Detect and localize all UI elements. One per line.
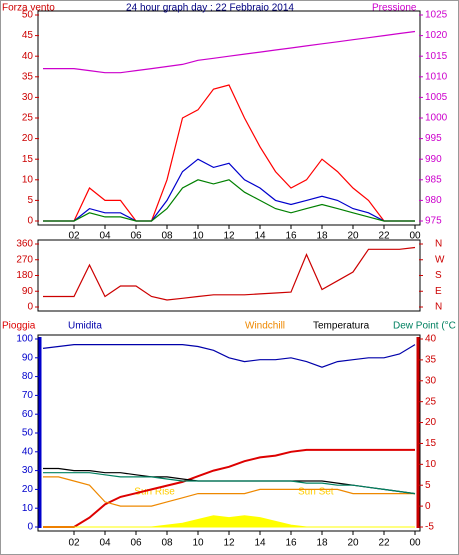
y-tick-label: 20 [22, 133, 34, 144]
series-line [43, 179, 415, 222]
y2-tick-label: 0 [425, 501, 431, 512]
y-tick-label: 15 [22, 154, 34, 165]
x-tick-label: 12 [223, 538, 235, 549]
y-tick-label: 40 [22, 446, 34, 457]
x-tick-label: 20 [347, 231, 359, 242]
x-tick-label: 16 [285, 231, 297, 242]
y2-tick-label: 35 [425, 355, 437, 366]
y2-tick-label: N [435, 239, 442, 250]
y2-tick-label: 985 [425, 174, 442, 185]
area [43, 515, 415, 528]
x-tick-label: 20 [347, 538, 359, 549]
legend-label: Dew Point (°C [393, 321, 456, 332]
y-tick-label: 30 [22, 92, 34, 103]
legend-label: Pioggia [2, 321, 36, 332]
y-tick-label: 45 [22, 30, 34, 41]
y2-tick-label: W [435, 254, 445, 265]
x-tick-label: 14 [254, 231, 266, 242]
y-tick-label: 100 [16, 334, 33, 345]
y2-tick-label: 40 [425, 334, 437, 345]
legend-label: Umidita [68, 321, 102, 332]
y-tick-label: 80 [22, 371, 34, 382]
y-tick-label: 5 [27, 195, 33, 206]
y2-tick-label: 5 [425, 480, 431, 491]
y-tick-label: 10 [22, 174, 34, 185]
x-tick-label: 12 [223, 231, 235, 242]
series-line [43, 476, 415, 507]
x-tick-label: 16 [285, 538, 297, 549]
y-tick-label: 180 [16, 270, 33, 281]
y2-tick-label: 980 [425, 195, 442, 206]
x-tick-label: 22 [378, 231, 390, 242]
x-tick-label: 14 [254, 538, 266, 549]
y-tick-label: 10 [22, 503, 34, 514]
chart-title: 24 hour graph day : 22 Febbraio 2014 [126, 3, 294, 14]
legend-label: Windchill [245, 321, 285, 332]
y-tick-label: 90 [22, 286, 34, 297]
series-line [43, 84, 415, 222]
y2-tick-label: -5 [425, 522, 434, 533]
series-line [43, 30, 416, 74]
series-line [42, 344, 416, 368]
annotation: Sun Rise [134, 487, 175, 498]
y-tick-label: 0 [27, 216, 33, 227]
x-tick-label: 06 [130, 231, 142, 242]
y2-tick-label: 1015 [425, 51, 448, 62]
x-tick-label: 10 [192, 231, 204, 242]
y-tick-label: 30 [22, 465, 34, 476]
y2-tick-label: 1010 [425, 71, 448, 82]
legend-label: Temperatura [313, 321, 370, 332]
y2-tick-label: S [435, 270, 442, 281]
x-tick-label: 04 [99, 538, 111, 549]
y-tick-label: 50 [22, 10, 34, 21]
y-tick-label: 20 [22, 484, 34, 495]
y2-tick-label: 1025 [425, 10, 448, 21]
x-tick-label: 04 [99, 231, 111, 242]
y2-tick-label: 1000 [425, 113, 448, 124]
y2-tick-label: 975 [425, 216, 442, 227]
x-tick-label: 10 [192, 538, 204, 549]
y-tick-label: 40 [22, 51, 34, 62]
x-tick-label: 18 [316, 538, 328, 549]
y2-tick-label: 10 [425, 459, 437, 470]
x-tick-label: 02 [68, 538, 80, 549]
x-tick-label: 00 [409, 231, 421, 242]
series-line [43, 472, 416, 495]
y2-tick-label: 15 [425, 438, 437, 449]
legend-label: Pressione [372, 3, 417, 14]
series-line [43, 158, 415, 222]
y-tick-label: 60 [22, 409, 34, 420]
y2-tick-label: N [435, 302, 442, 313]
y2-tick-label: 990 [425, 154, 442, 165]
y2-tick-label: 25 [425, 396, 437, 407]
y-tick-label: 25 [22, 113, 34, 124]
y-tick-label: 50 [22, 428, 34, 439]
y2-tick-label: E [435, 286, 442, 297]
y-axis-title: Forza vento [2, 3, 55, 14]
x-tick-label: 22 [378, 538, 390, 549]
y-tick-label: 270 [16, 254, 33, 265]
x-tick-label: 06 [130, 538, 142, 549]
x-tick-label: 18 [316, 231, 328, 242]
annotation: Sun Set [298, 487, 334, 498]
y2-tick-label: 1005 [425, 92, 448, 103]
x-tick-label: 00 [409, 538, 421, 549]
x-tick-label: 08 [161, 231, 173, 242]
y2-tick-label: 20 [425, 417, 437, 428]
y2-tick-label: 30 [425, 375, 437, 386]
series-line [43, 246, 416, 301]
y2-tick-label: 1020 [425, 30, 448, 41]
x-tick-label: 08 [161, 538, 173, 549]
y2-tick-label: 995 [425, 133, 442, 144]
y-tick-label: 70 [22, 390, 34, 401]
series-line [43, 448, 415, 528]
x-tick-label: 02 [68, 231, 80, 242]
y-tick-label: 90 [22, 352, 34, 363]
y-tick-label: 360 [16, 239, 33, 250]
y-tick-label: 35 [22, 71, 34, 82]
y-tick-label: 0 [27, 522, 33, 533]
y-tick-label: 0 [27, 302, 33, 313]
